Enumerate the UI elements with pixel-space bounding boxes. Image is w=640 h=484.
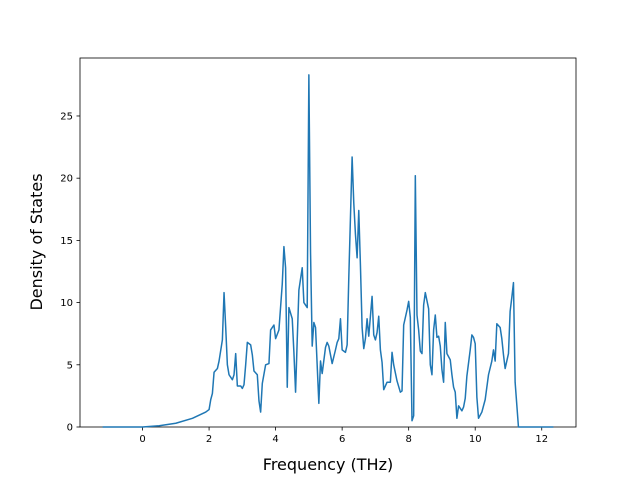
y-tick-label: 0	[67, 423, 73, 434]
x-tick-label: 6	[339, 434, 345, 445]
y-axis-label: Density of States	[27, 173, 46, 310]
x-tick-label: 4	[272, 434, 278, 445]
y-tick-label: 10	[60, 298, 73, 309]
x-tick-label: 12	[535, 434, 548, 445]
x-tick-label: 0	[139, 434, 145, 445]
y-tick-label: 15	[60, 236, 73, 247]
plot-frame	[79, 57, 577, 428]
y-tick-label: 25	[60, 111, 73, 122]
x-tick-label: 8	[405, 434, 411, 445]
x-tick-label: 2	[206, 434, 212, 445]
dos-line	[102, 74, 554, 428]
y-tick-label: 20	[60, 174, 73, 185]
y-tick-label: 5	[67, 360, 73, 371]
x-tick-label: 10	[469, 434, 482, 445]
x-axis-label: Frequency (THz)	[263, 455, 393, 474]
